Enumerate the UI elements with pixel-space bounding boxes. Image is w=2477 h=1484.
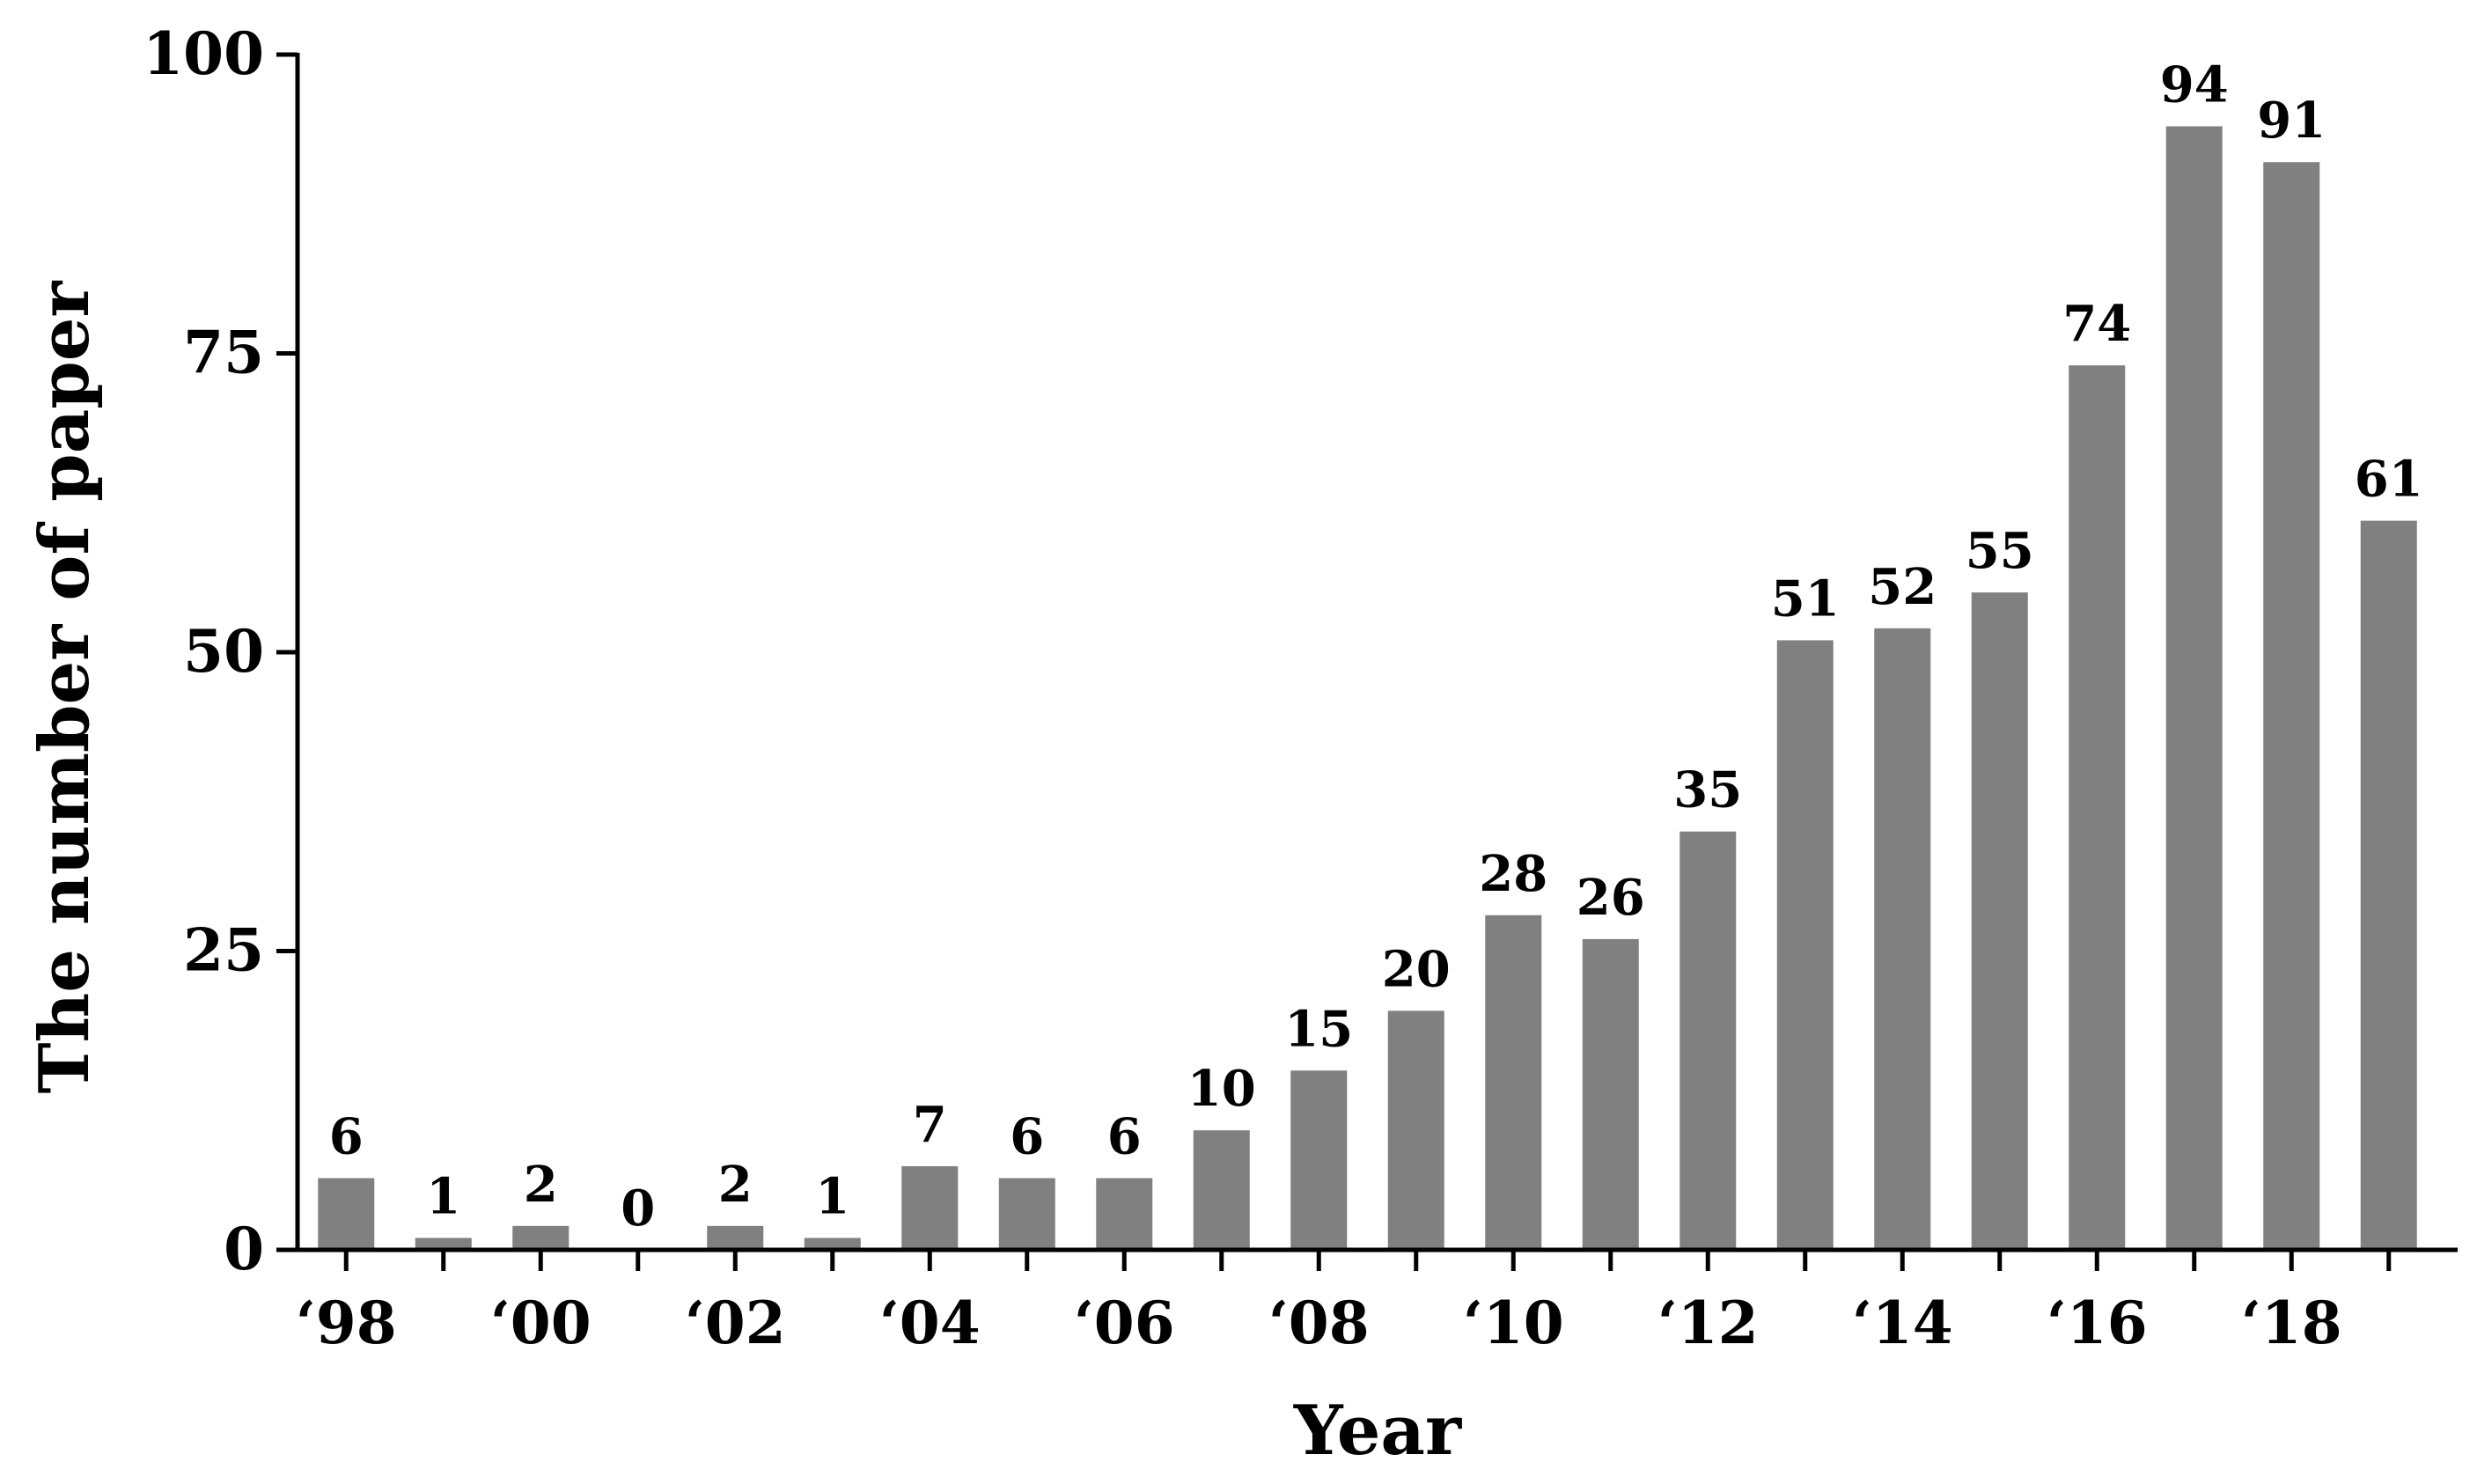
x-axis-title: Year (1293, 1391, 1462, 1471)
x-ticks-group: ‘98 ‘00 ‘02 ‘04 ‘06 ‘08 ‘10 ‘12 ‘14 ‘16 ‘18 (296, 1250, 2392, 1357)
bar-2014 (1874, 628, 1931, 1250)
x-tick-label-2006: ‘06 (1074, 1289, 1175, 1357)
y-ticks-group: 0 25 50 75 100 (143, 19, 298, 1283)
data-label-2004: 7 (913, 1096, 947, 1154)
bar-2013 (1776, 640, 1834, 1250)
bar-2019 (2360, 520, 2417, 1250)
bar-2003 (804, 1238, 861, 1250)
x-tick-label-2016: ‘16 (2047, 1289, 2148, 1357)
bar-2017 (2165, 126, 2223, 1251)
bar-2012 (1680, 831, 1737, 1250)
data-label-2013: 51 (1771, 569, 1840, 628)
bars-group (318, 126, 2417, 1251)
x-tick-label-2004: ‘04 (879, 1289, 981, 1357)
x-tick-label-2002: ‘02 (685, 1289, 786, 1357)
y-axis-title: The number of paper (25, 281, 105, 1094)
y-tick-label-50: 50 (183, 617, 264, 686)
data-label-1998: 6 (329, 1108, 364, 1166)
bar-2011 (1582, 938, 1639, 1250)
bar-2004 (901, 1165, 959, 1250)
x-tick-label-2014: ‘14 (1852, 1289, 1953, 1357)
data-label-2010: 28 (1479, 845, 1547, 903)
bar-2016 (2069, 365, 2126, 1251)
data-label-2002: 2 (718, 1156, 753, 1214)
bar-1999 (415, 1238, 472, 1250)
x-tick-label-2000: ‘00 (490, 1289, 592, 1357)
bar-2018 (2263, 162, 2320, 1251)
data-label-2016: 74 (2062, 295, 2131, 353)
axes-group (295, 53, 2458, 1253)
data-label-2007: 10 (1187, 1060, 1256, 1118)
y-tick-label-100: 100 (143, 19, 264, 88)
y-tick-label-75: 75 (183, 319, 264, 387)
data-label-2000: 2 (524, 1156, 558, 1214)
bar-2015 (1971, 592, 2028, 1250)
x-tick-label-2018: ‘18 (2241, 1289, 2342, 1357)
data-label-2019: 61 (2355, 451, 2423, 509)
data-label-2018: 91 (2257, 92, 2326, 150)
data-label-2014: 52 (1868, 558, 1937, 616)
bar-2009 (1387, 1010, 1444, 1250)
data-label-1999: 1 (426, 1167, 460, 1225)
bar-2008 (1290, 1070, 1348, 1250)
data-label-2009: 20 (1382, 940, 1451, 998)
data-label-2012: 35 (1673, 761, 1742, 819)
data-label-2006: 6 (1107, 1108, 1142, 1166)
bar-2005 (998, 1178, 1055, 1250)
bar-2000 (512, 1225, 570, 1250)
data-label-2005: 6 (1010, 1108, 1044, 1166)
x-tick-label-2008: ‘08 (1268, 1289, 1370, 1357)
x-tick-label-1998: ‘98 (296, 1289, 397, 1357)
data-label-2017: 94 (2160, 55, 2229, 114)
bar-2010 (1485, 915, 1542, 1250)
data-label-2001: 0 (621, 1179, 655, 1238)
data-label-2003: 1 (815, 1167, 849, 1225)
y-tick-label-25: 25 (183, 916, 264, 985)
bar-2007 (1193, 1130, 1250, 1250)
bar-2002 (707, 1225, 764, 1250)
bar-1998 (318, 1178, 375, 1250)
y-tick-label-0: 0 (224, 1215, 264, 1283)
x-tick-label-2010: ‘10 (1463, 1289, 1564, 1357)
data-label-2011: 26 (1577, 869, 1645, 927)
x-tick-label-2012: ‘12 (1657, 1289, 1759, 1357)
data-label-2008: 15 (1284, 1000, 1353, 1058)
bar-2006 (1096, 1178, 1153, 1250)
data-label-2015: 55 (1966, 522, 2034, 580)
